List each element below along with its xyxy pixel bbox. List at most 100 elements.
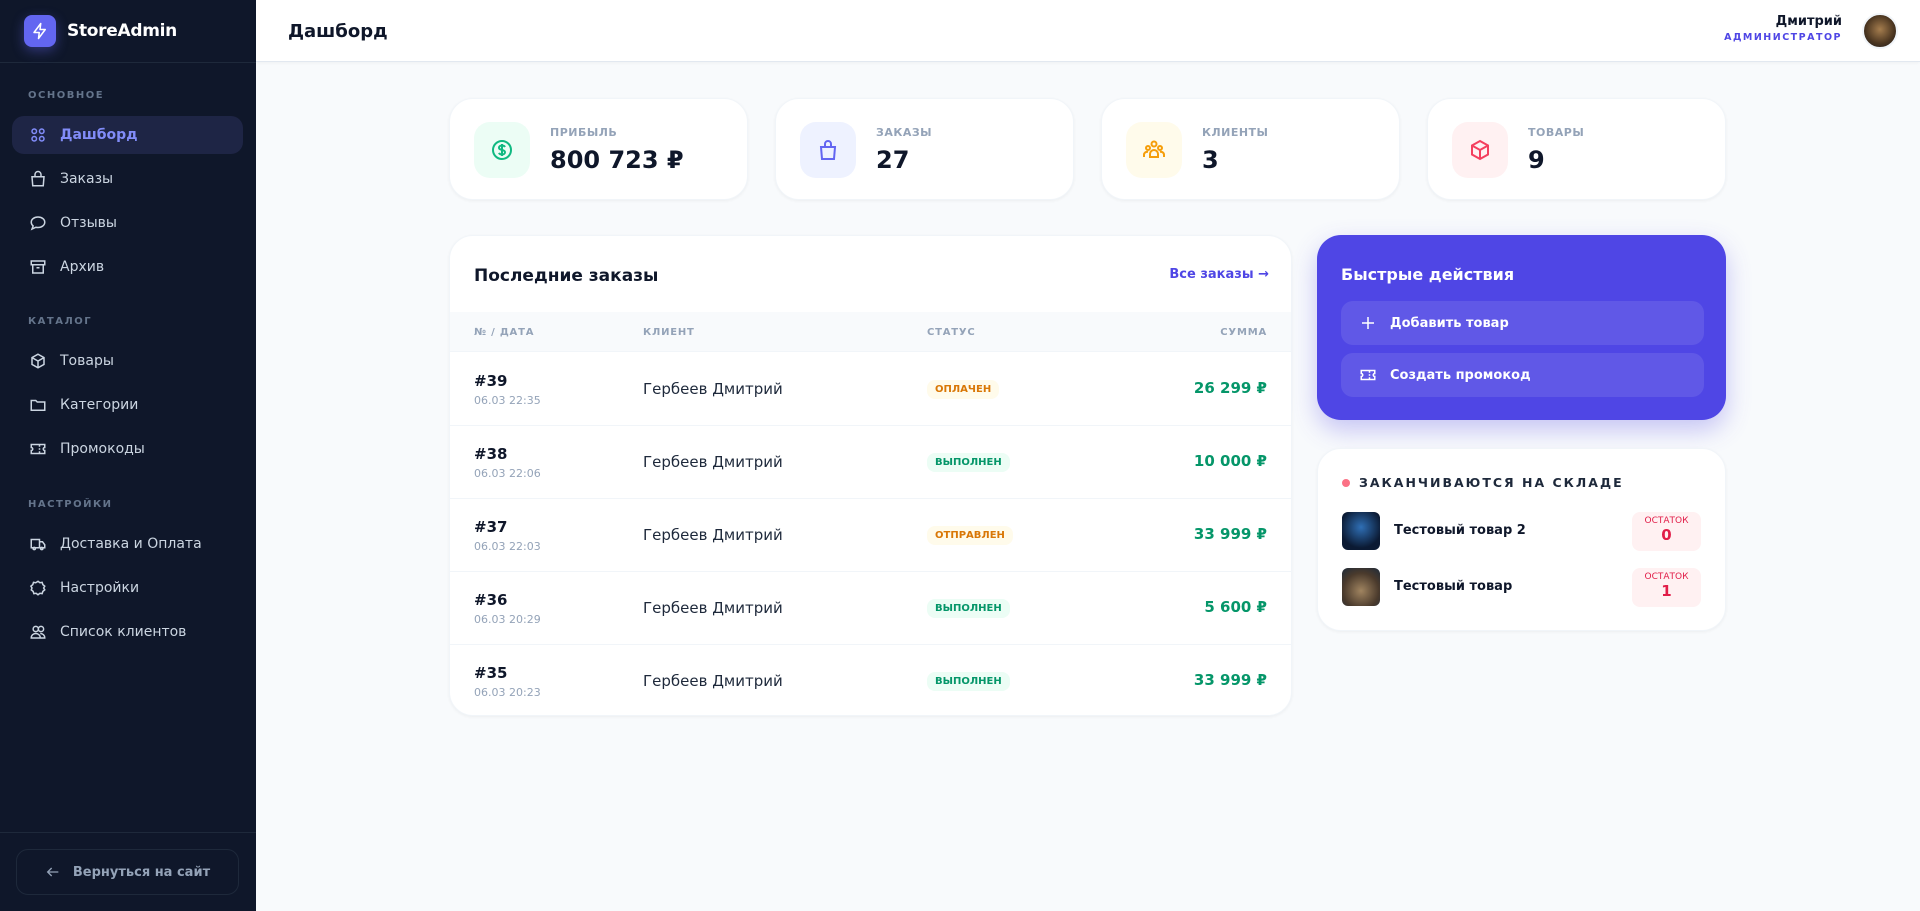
back-label: Вернуться на сайт bbox=[72, 864, 211, 880]
status-badge: ОТПРАВЛЕН bbox=[927, 526, 1013, 545]
stat-label: ЗАКАЗЫ bbox=[876, 126, 933, 139]
order-number: #38 bbox=[474, 445, 508, 463]
create-promocode-button[interactable]: Создать промокод bbox=[1341, 353, 1704, 397]
order-number: #36 bbox=[474, 591, 508, 609]
order-date: 06.03 20:29 bbox=[474, 613, 541, 626]
sidebar-item-label: Архив bbox=[60, 259, 105, 275]
sidebar-item-label: Отзывы bbox=[60, 215, 117, 231]
alert-dot-icon bbox=[1342, 479, 1350, 487]
lightning-icon bbox=[24, 15, 56, 47]
shopping-bag-icon bbox=[31, 170, 45, 187]
chat-icon bbox=[30, 216, 46, 231]
sidebar-item-delivery[interactable]: Доставка и Оплата bbox=[12, 525, 243, 563]
product-name: Тестовый товар 2 bbox=[1394, 523, 1526, 538]
table-row[interactable]: #35 06.03 20:23 Гербеев Дмитрий ВЫПОЛНЕН… bbox=[450, 645, 1291, 715]
sidebar-item-promocodes[interactable]: Промокоды bbox=[12, 430, 243, 468]
table-row[interactable]: #38 06.03 22:06 Гербеев Дмитрий ВЫПОЛНЕН… bbox=[450, 426, 1291, 499]
order-date: 06.03 22:03 bbox=[474, 540, 541, 553]
order-client: Гербеев Дмитрий bbox=[643, 672, 783, 690]
product-thumbnail bbox=[1342, 512, 1380, 550]
brand[interactable]: StoreAdmin bbox=[0, 0, 256, 63]
sidebar-item-archive[interactable]: Архив bbox=[12, 248, 243, 286]
stat-label: ТОВАРЫ bbox=[1528, 126, 1585, 139]
table-header: № / ДАТА КЛИЕНТ СТАТУС СУММА bbox=[450, 312, 1291, 352]
low-stock-item[interactable]: Тестовый товар ОСТАТОК 1 bbox=[1342, 568, 1701, 608]
remaining-badge: ОСТАТОК 0 bbox=[1632, 512, 1701, 551]
recent-orders-card: Последние заказы Все заказы → № / ДАТА К… bbox=[449, 235, 1292, 716]
column-header: КЛИЕНТ bbox=[643, 327, 695, 338]
order-client: Гербеев Дмитрий bbox=[643, 453, 783, 471]
table-row[interactable]: #39 06.03 22:35 Гербеев Дмитрий ОПЛАЧЕН … bbox=[450, 353, 1291, 426]
table-row[interactable]: #37 06.03 22:03 Гербеев Дмитрий ОТПРАВЛЕ… bbox=[450, 499, 1291, 572]
ticket-icon bbox=[30, 443, 46, 455]
status-badge: ВЫПОЛНЕН bbox=[927, 599, 1010, 618]
order-number: #39 bbox=[474, 372, 508, 390]
button-label: Добавить товар bbox=[1390, 315, 1509, 331]
order-number: #35 bbox=[474, 664, 508, 682]
low-stock-card: ЗАКАНЧИВАЮТСЯ НА СКЛАДЕ Тестовый товар 2… bbox=[1317, 448, 1726, 631]
status-badge: ВЫПОЛНЕН bbox=[927, 672, 1010, 691]
user-name: Дмитрий bbox=[1775, 14, 1842, 29]
sidebar-item-settings[interactable]: Настройки bbox=[12, 569, 243, 607]
order-date: 06.03 22:06 bbox=[474, 467, 541, 480]
users-icon bbox=[30, 625, 46, 639]
shopping-bag-icon bbox=[800, 122, 856, 178]
gear-icon bbox=[29, 580, 46, 596]
remaining-label: ОСТАТОК bbox=[1644, 572, 1689, 582]
table-row[interactable]: #36 06.03 20:29 Гербеев Дмитрий ВЫПОЛНЕН… bbox=[450, 572, 1291, 645]
divider bbox=[0, 832, 256, 833]
card-title: Последние заказы bbox=[474, 266, 659, 286]
product-thumbnail bbox=[1342, 568, 1380, 606]
order-number: #37 bbox=[474, 518, 508, 536]
sidebar-item-clients[interactable]: Список клиентов bbox=[12, 613, 243, 651]
sidebar-item-label: Список клиентов bbox=[60, 624, 187, 640]
order-client: Гербеев Дмитрий bbox=[643, 526, 783, 544]
sidebar-item-label: Дашборд bbox=[60, 127, 138, 143]
avatar[interactable] bbox=[1862, 13, 1898, 49]
user-info[interactable]: Дмитрий АДМИНИСТРАТОР bbox=[1724, 14, 1842, 43]
sidebar-item-categories[interactable]: Категории bbox=[12, 386, 243, 424]
order-sum: 33 999 ₽ bbox=[1193, 671, 1267, 689]
sidebar-item-label: Настройки bbox=[60, 580, 140, 596]
dollar-icon bbox=[474, 122, 530, 178]
section-title: КАТАЛОГ bbox=[28, 316, 93, 327]
stat-label: КЛИЕНТЫ bbox=[1202, 126, 1269, 139]
sidebar-item-dashboard[interactable]: Дашборд bbox=[12, 116, 243, 154]
stat-value: 27 bbox=[876, 146, 910, 174]
sidebar-item-orders[interactable]: Заказы bbox=[12, 160, 243, 198]
user-role: АДМИНИСТРАТОР bbox=[1724, 32, 1842, 43]
remaining-value: 1 bbox=[1661, 582, 1672, 600]
order-sum: 10 000 ₽ bbox=[1193, 452, 1267, 470]
column-header: № / ДАТА bbox=[474, 327, 535, 338]
remaining-label: ОСТАТОК bbox=[1644, 516, 1689, 526]
brand-name: StoreAdmin bbox=[67, 21, 177, 41]
order-date: 06.03 20:23 bbox=[474, 686, 541, 699]
order-client: Гербеев Дмитрий bbox=[643, 599, 783, 617]
stat-value: 800 723 ₽ bbox=[550, 146, 684, 174]
all-orders-link[interactable]: Все заказы → bbox=[1169, 267, 1269, 282]
card-title: ЗАКАНЧИВАЮТСЯ НА СКЛАДЕ bbox=[1359, 475, 1624, 490]
sidebar-item-products[interactable]: Товары bbox=[12, 342, 243, 380]
status-badge: ВЫПОЛНЕН bbox=[927, 453, 1010, 472]
quick-actions-card: Быстрые действия Добавить товар Создать … bbox=[1317, 235, 1726, 420]
ticket-icon bbox=[1360, 369, 1376, 381]
section-title: НАСТРОЙКИ bbox=[28, 499, 113, 510]
button-label: Создать промокод bbox=[1390, 367, 1531, 383]
sidebar-item-label: Заказы bbox=[60, 171, 114, 187]
order-sum: 33 999 ₽ bbox=[1193, 525, 1267, 543]
stat-label: ПРИБЫЛЬ bbox=[550, 126, 618, 139]
top-header: Дашборд Дмитрий АДМИНИСТРАТОР bbox=[256, 0, 1920, 62]
archive-icon bbox=[30, 260, 46, 274]
sidebar-item-label: Доставка и Оплата bbox=[60, 536, 202, 552]
back-to-site-button[interactable]: Вернуться на сайт bbox=[16, 849, 239, 895]
sidebar: StoreAdmin ОСНОВНОЕ Дашборд Заказы Отзыв… bbox=[0, 0, 256, 911]
order-sum: 5 600 ₽ bbox=[1204, 598, 1267, 616]
stat-value: 9 bbox=[1528, 146, 1545, 174]
stat-card-profit: ПРИБЫЛЬ 800 723 ₽ bbox=[449, 98, 748, 200]
add-product-button[interactable]: Добавить товар bbox=[1341, 301, 1704, 345]
order-sum: 26 299 ₽ bbox=[1193, 379, 1267, 397]
column-header: СУММА bbox=[1220, 327, 1267, 338]
stat-card-products: ТОВАРЫ 9 bbox=[1427, 98, 1726, 200]
sidebar-item-reviews[interactable]: Отзывы bbox=[12, 204, 243, 242]
low-stock-item[interactable]: Тестовый товар 2 ОСТАТОК 0 bbox=[1342, 512, 1701, 552]
